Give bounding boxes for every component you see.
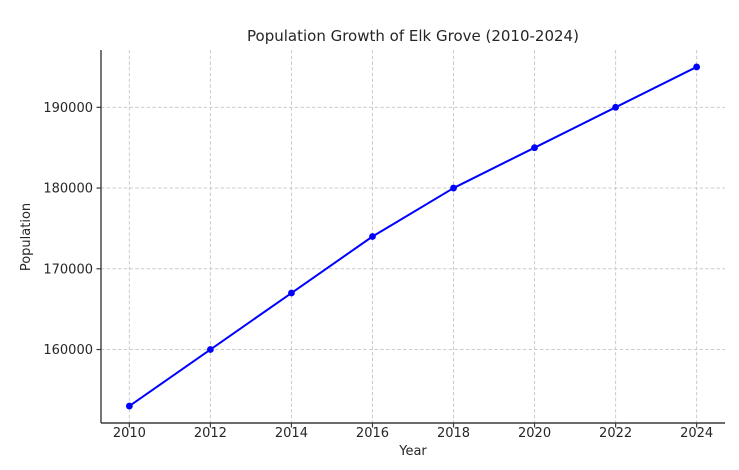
y-tick-label: 190000 [43,101,93,116]
x-tick-label: 2020 [518,426,551,441]
y-tick-label: 170000 [43,262,93,277]
data-point-2020 [531,144,538,152]
x-axis-label: Year [398,444,427,459]
data-point-2022 [612,103,619,111]
data-point-2018 [450,184,457,192]
data-point-2012 [207,346,214,353]
y-tick-label: 160000 [43,343,93,358]
data-point-2016 [369,233,376,240]
chart-title: Population Growth of Elk Grove (2010-202… [247,27,579,45]
y-axis-label: Population [19,203,34,271]
x-tick-label: 2024 [680,426,713,441]
data-point-2010 [125,402,133,410]
y-tick-label: 180000 [43,182,93,197]
data-point-2014 [288,289,295,297]
x-tick-label: 2022 [599,426,632,441]
series-layer [125,63,701,410]
grid-layer [101,50,725,423]
x-tick-label: 2012 [194,426,227,441]
x-tick-label: 2016 [356,426,389,441]
line-series-population [128,65,698,408]
axis-layer: 2010 2012 2014 2016 2018 2020 2022 2024 160000 17… [43,50,725,441]
data-point-2024 [693,63,701,71]
x-tick-label: 2018 [437,426,470,441]
x-tick-label: 2014 [275,426,308,441]
x-tick-label: 2010 [113,426,146,441]
